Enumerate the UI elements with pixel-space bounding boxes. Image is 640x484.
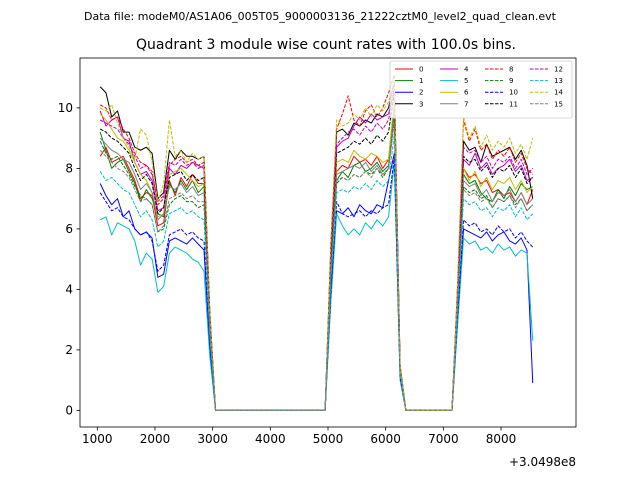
- legend-label-3: 3: [419, 100, 423, 108]
- series-line-15: [99, 122, 534, 411]
- y-tick-label: 4: [65, 282, 73, 296]
- plot-lines: [99, 74, 534, 411]
- legend-label-1: 1: [419, 77, 423, 85]
- legend-label-8: 8: [509, 66, 513, 74]
- series-line-6: [99, 98, 534, 411]
- series-line-4: [99, 89, 533, 411]
- legend-label-4: 4: [464, 66, 469, 74]
- file-caption: Data file: modeM0/AS1A06_005T05_90000031…: [84, 10, 557, 23]
- x-tick-label: 7000: [428, 432, 459, 446]
- legend-label-7: 7: [464, 100, 468, 108]
- series-line-7: [99, 113, 534, 411]
- x-tick-label: 8000: [486, 432, 517, 446]
- legend-label-2: 2: [419, 89, 423, 97]
- y-tick-label: 8: [65, 161, 73, 175]
- x-tick-label: 2000: [140, 432, 171, 446]
- x-tick-label: 3000: [197, 432, 228, 446]
- legend-label-12: 12: [554, 66, 563, 74]
- x-offset-label: +3.0498e8: [509, 455, 576, 469]
- legend-label-0: 0: [419, 66, 423, 74]
- x-tick-label: 5000: [313, 432, 344, 446]
- axes-layer: 1000 2000 3000 4000 5000 6000 7000 80000246810+…: [58, 57, 577, 469]
- legend-label-10: 10: [509, 89, 518, 97]
- x-tick-label: 6000: [370, 432, 401, 446]
- series-line-11: [99, 92, 534, 411]
- chart-title: Quadrant 3 module wise count rates with …: [136, 37, 516, 53]
- legend-box: [389, 60, 573, 119]
- y-tick-label: 6: [65, 222, 73, 236]
- legend-label-6: 6: [464, 89, 469, 97]
- legend-label-14: 14: [554, 89, 563, 97]
- y-tick-label: 10: [58, 101, 73, 115]
- x-tick-label: 4000: [255, 432, 286, 446]
- legend-label-11: 11: [509, 100, 518, 108]
- y-tick-label: 0: [65, 403, 73, 417]
- legend-label-5: 5: [464, 77, 468, 85]
- legend-label-9: 9: [509, 77, 513, 85]
- legend-label-13: 13: [554, 77, 563, 85]
- y-tick-label: 2: [65, 343, 73, 357]
- series-line-3: [99, 80, 534, 411]
- series-line-14: [99, 80, 534, 411]
- x-tick-label: 1000: [82, 432, 113, 446]
- legend-label-15: 15: [554, 100, 563, 108]
